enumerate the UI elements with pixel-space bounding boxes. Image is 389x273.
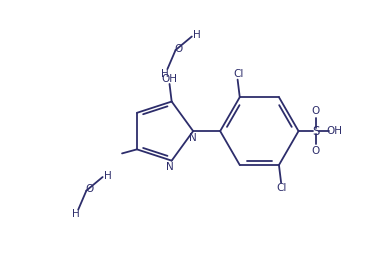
Text: O: O [312, 106, 320, 116]
Text: O: O [175, 44, 183, 54]
Text: H: H [72, 209, 80, 219]
Text: Cl: Cl [233, 69, 244, 79]
Text: N: N [166, 162, 174, 172]
Text: O: O [312, 146, 320, 156]
Text: H: H [103, 171, 111, 181]
Text: N: N [189, 133, 197, 143]
Text: H: H [193, 30, 201, 40]
Text: S: S [312, 124, 319, 138]
Text: OH: OH [161, 74, 177, 84]
Text: Cl: Cl [277, 183, 287, 193]
Text: O: O [86, 184, 94, 194]
Text: OH: OH [326, 126, 342, 136]
Text: H: H [161, 69, 169, 79]
